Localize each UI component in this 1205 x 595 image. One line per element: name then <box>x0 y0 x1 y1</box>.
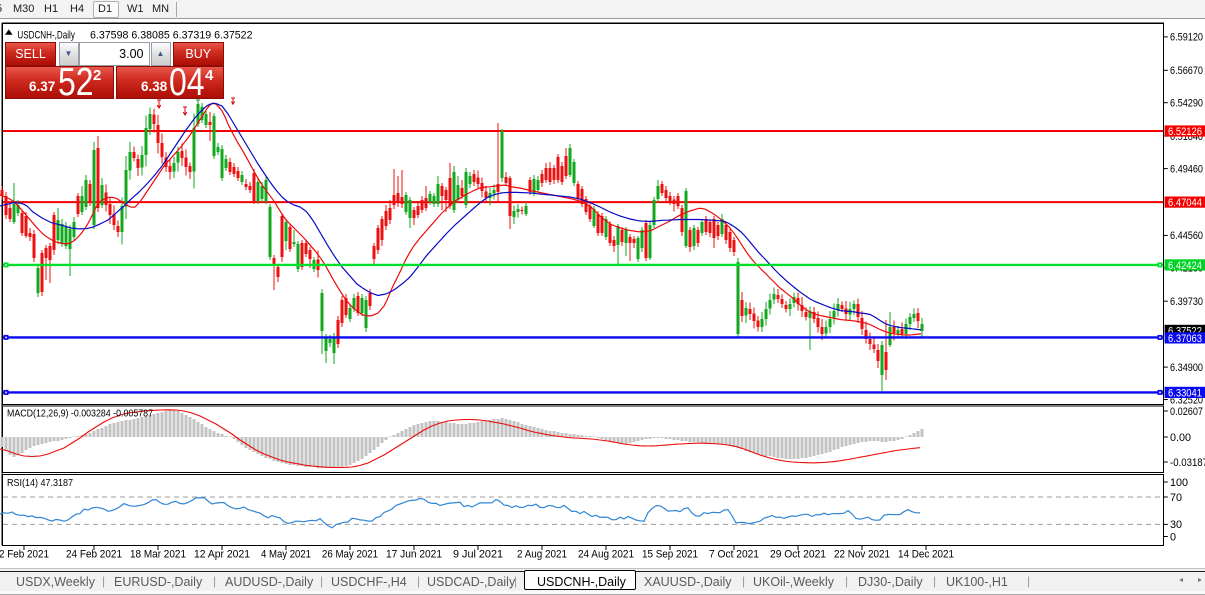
svg-text:6.42424: 6.42424 <box>1168 260 1202 272</box>
svg-text:RSI(14) 47.3187: RSI(14) 47.3187 <box>7 477 73 489</box>
svg-text:6.54290: 6.54290 <box>1170 98 1203 110</box>
svg-text:6.56670: 6.56670 <box>1170 65 1203 77</box>
svg-text:4 May 2021: 4 May 2021 <box>261 549 311 561</box>
svg-text:7 Oct 2021: 7 Oct 2021 <box>709 549 759 561</box>
svg-text:18 Mar 2021: 18 Mar 2021 <box>130 549 186 561</box>
svg-text:100: 100 <box>1170 477 1188 489</box>
svg-text:2 Aug 2021: 2 Aug 2021 <box>517 549 567 561</box>
svg-text:6.39730: 6.39730 <box>1170 296 1203 308</box>
svg-text:6.34900: 6.34900 <box>1170 362 1203 374</box>
svg-text:USDCNH-,Daily: USDCNH-,Daily <box>17 29 75 41</box>
svg-text:6.33041: 6.33041 <box>1168 387 1202 399</box>
svg-text:0.00: 0.00 <box>1170 432 1191 444</box>
svg-text:0.02607: 0.02607 <box>1170 406 1203 418</box>
svg-text:6.44560: 6.44560 <box>1170 230 1203 242</box>
svg-text:17 Jun 2021: 17 Jun 2021 <box>386 549 442 561</box>
svg-text:24 Aug 2021: 24 Aug 2021 <box>578 549 634 561</box>
svg-text:-0.03187: -0.03187 <box>1170 457 1205 469</box>
svg-text:14 Dec 2021: 14 Dec 2021 <box>898 549 954 561</box>
svg-text:6.59120: 6.59120 <box>1170 32 1203 44</box>
svg-text:6.37063: 6.37063 <box>1168 333 1202 345</box>
svg-text:29 Oct 2021: 29 Oct 2021 <box>770 549 826 561</box>
svg-text:22 Nov 2021: 22 Nov 2021 <box>834 549 890 561</box>
svg-text:0: 0 <box>1170 531 1176 543</box>
svg-text:70: 70 <box>1170 492 1182 504</box>
svg-text:6.37598 6.38085 6.37319 6.3752: 6.37598 6.38085 6.37319 6.37522 <box>90 29 253 41</box>
svg-text:6.47044: 6.47044 <box>1168 197 1202 209</box>
svg-text:6.49460: 6.49460 <box>1170 163 1203 175</box>
svg-text:MACD(12,26,9) -0.003284 -0.005: MACD(12,26,9) -0.003284 -0.005787 <box>7 408 153 420</box>
svg-text:12 Apr 2021: 12 Apr 2021 <box>194 549 250 561</box>
svg-text:24 Feb 2021: 24 Feb 2021 <box>66 549 122 561</box>
svg-text:2 Feb 2021: 2 Feb 2021 <box>0 549 49 561</box>
svg-text:26 May 2021: 26 May 2021 <box>322 549 378 561</box>
svg-text:30: 30 <box>1170 519 1182 531</box>
svg-text:9 Jul 2021: 9 Jul 2021 <box>453 549 503 561</box>
svg-text:15 Sep 2021: 15 Sep 2021 <box>642 549 698 561</box>
svg-text:6.52126: 6.52126 <box>1168 126 1202 138</box>
